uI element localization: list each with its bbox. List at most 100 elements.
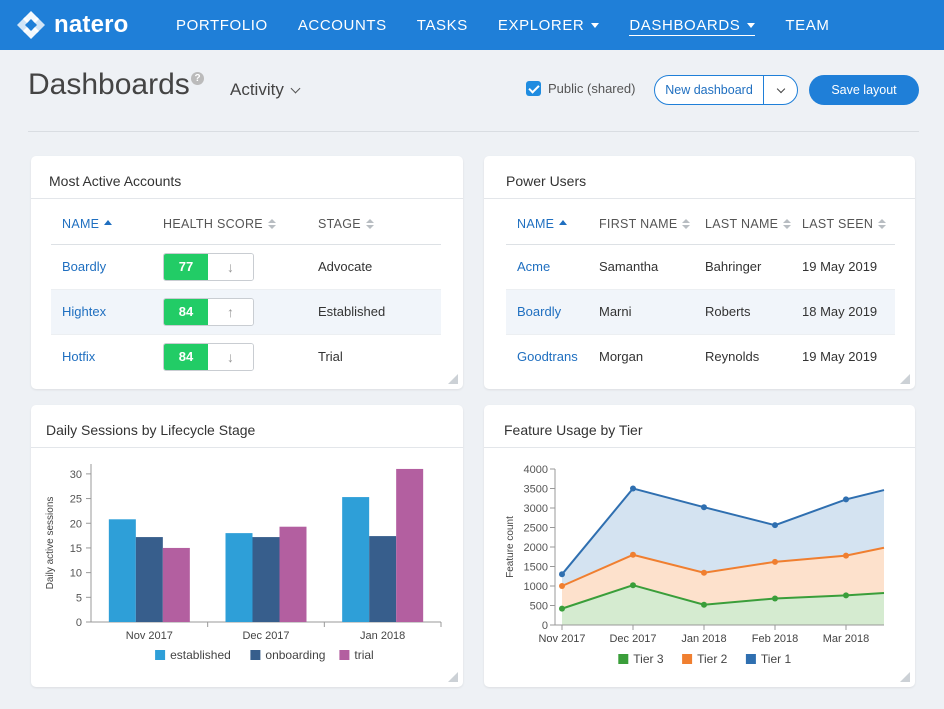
health-score-cell: 84 ↑ — [163, 289, 318, 335]
new-dashboard-dropdown-toggle[interactable] — [763, 76, 797, 104]
sort-icon — [267, 218, 276, 230]
account-name-link[interactable]: Hotfix — [62, 349, 96, 365]
first-name-cell: Marni — [599, 289, 705, 335]
bar-onboarding — [135, 537, 163, 622]
point-tier-3 — [630, 582, 636, 589]
y-tick-label: 20 — [70, 518, 82, 530]
table-row: Hightex 84 ↑ Established — [51, 289, 441, 335]
x-tick-label: Jan 2018 — [360, 630, 405, 642]
account-name-link[interactable]: Boardly — [51, 244, 163, 290]
card-title: Power Users — [506, 173, 587, 189]
checkbox-checked-icon[interactable] — [526, 81, 541, 96]
nav-label: ACCOUNTS — [297, 16, 387, 34]
caret-down-icon — [591, 22, 600, 28]
column-header-last-name[interactable]: LAST NAME — [705, 204, 802, 245]
x-tick-label: Dec 2017 — [242, 630, 289, 642]
dashboard-view-select[interactable]: Activity — [230, 80, 301, 100]
health-score-cell: 84 ↓ — [163, 334, 318, 379]
brand-logo[interactable]: natero — [16, 10, 161, 40]
x-tick-label: Jan 2018 — [681, 633, 726, 645]
nav-portfolio[interactable]: PORTFOLIO — [161, 0, 283, 50]
point-tier-1 — [630, 485, 636, 492]
card-divider — [484, 198, 915, 199]
nav-label: TASKS — [416, 16, 468, 34]
stage-cell: Advocate — [318, 244, 441, 290]
column-header-name[interactable]: NAME — [51, 204, 163, 245]
nav-tasks[interactable]: TASKS — [402, 0, 483, 50]
account-name-link[interactable]: Hightex — [51, 289, 163, 335]
bar-trial — [162, 547, 190, 622]
legend-swatch — [250, 650, 261, 660]
point-tier-3 — [843, 592, 849, 599]
accounts-table: NAME HEALTH SCORE STAGE Boardly 77 ↓ Advo… — [51, 204, 441, 379]
health-score-value: 77 — [164, 253, 208, 280]
account-name-link[interactable]: Acme — [506, 244, 599, 290]
line-tier-2 — [561, 546, 885, 587]
point-tier-3 — [559, 605, 565, 612]
point-tier-1 — [772, 522, 778, 529]
bar-established — [108, 519, 136, 622]
nav-label: EXPLORER — [497, 16, 585, 34]
y-tick-label: 1000 — [524, 581, 548, 593]
x-tick-label: Nov 2017 — [538, 633, 585, 645]
account-name-link[interactable]: Boardly — [506, 289, 599, 335]
point-tier-3 — [772, 595, 778, 602]
column-header-name[interactable]: NAME — [506, 204, 599, 245]
legend-label: established — [170, 648, 231, 662]
y-tick-label: 0 — [76, 617, 82, 629]
arrow-down-icon: ↓ — [208, 343, 253, 370]
sort-icon — [682, 218, 691, 230]
point-tier-2 — [701, 569, 707, 576]
y-tick-label: 30 — [70, 469, 82, 481]
brand-name: natero — [54, 11, 129, 38]
active-underline — [629, 35, 756, 36]
public-shared-checkbox[interactable]: Public (shared) — [526, 81, 635, 96]
column-label: STAGE — [318, 216, 361, 231]
sort-asc-icon — [559, 219, 568, 225]
column-label: FIRST NAME — [599, 216, 678, 231]
chevron-down-icon — [776, 84, 785, 93]
feature-usage-card: Feature Usage by Tier 0 500 1000 1500 2000 25… — [484, 405, 915, 687]
most-active-accounts-card: Most Active Accounts NAME HEALTH SCORE S… — [31, 156, 463, 389]
last-seen-cell: 19 May 2019 — [802, 244, 895, 290]
legend-label: onboarding — [265, 648, 325, 662]
account-name-link[interactable]: Goodtrans — [517, 349, 578, 365]
y-tick-label: 15 — [70, 543, 82, 555]
nav-accounts[interactable]: ACCOUNTS — [283, 0, 402, 50]
y-axis-label: Feature count — [505, 516, 516, 578]
sort-icon — [365, 218, 374, 230]
last-name-cell: Roberts — [705, 289, 802, 335]
point-tier-2 — [772, 558, 778, 565]
daily-sessions-card: Daily Sessions by Lifecycle Stage 0 5 10 15… — [31, 405, 463, 687]
arrow-up-icon: ↑ — [208, 298, 253, 325]
column-header-health-score[interactable]: HEALTH SCORE — [163, 204, 318, 245]
card-divider — [31, 447, 463, 448]
area-tier-3 — [562, 585, 884, 625]
power-users-card: Power Users NAME FIRST NAME LAST NAME LA… — [484, 156, 915, 389]
nav-label: TEAM — [785, 16, 830, 34]
nav-dashboards[interactable]: DASHBOARDS — [614, 0, 770, 50]
power-users-table: NAME FIRST NAME LAST NAME LAST SEEN Acme… — [506, 204, 895, 379]
table-header-row: NAME HEALTH SCORE STAGE — [51, 204, 441, 245]
resize-handle-icon[interactable] — [900, 374, 910, 384]
column-header-last-seen[interactable]: LAST SEEN — [802, 204, 895, 245]
y-tick-label: 3000 — [524, 503, 548, 515]
save-layout-button[interactable]: Save layout — [809, 75, 919, 105]
nav-explorer[interactable]: EXPLORER — [483, 0, 615, 50]
point-tier-1 — [701, 504, 707, 511]
column-label: LAST NAME — [705, 216, 779, 231]
card-title: Most Active Accounts — [49, 173, 182, 189]
new-dashboard-button[interactable]: New dashboard — [665, 83, 753, 97]
resize-handle-icon[interactable] — [448, 672, 458, 682]
resize-handle-icon[interactable] — [448, 374, 458, 384]
resize-handle-icon[interactable] — [900, 672, 910, 682]
header-divider — [28, 131, 919, 132]
nav-team[interactable]: TEAM — [770, 0, 844, 50]
natero-logo-icon — [17, 11, 45, 39]
point-tier-2 — [630, 551, 636, 558]
column-header-first-name[interactable]: FIRST NAME — [599, 204, 705, 245]
y-tick-label: 3500 — [524, 484, 548, 496]
bar-trial — [396, 468, 424, 622]
column-header-stage[interactable]: STAGE — [318, 204, 441, 245]
question-icon[interactable]: ? — [191, 72, 204, 85]
